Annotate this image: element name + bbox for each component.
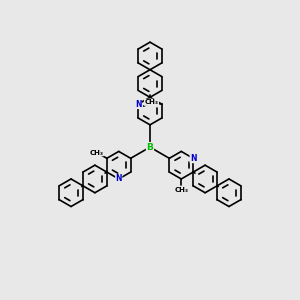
Text: CH₃: CH₃	[145, 99, 158, 105]
Text: B: B	[147, 143, 153, 152]
Text: N: N	[116, 175, 122, 184]
Text: CH₃: CH₃	[90, 150, 104, 156]
Text: CH₃: CH₃	[174, 188, 188, 194]
Text: N: N	[190, 154, 196, 163]
Text: N: N	[135, 100, 141, 109]
